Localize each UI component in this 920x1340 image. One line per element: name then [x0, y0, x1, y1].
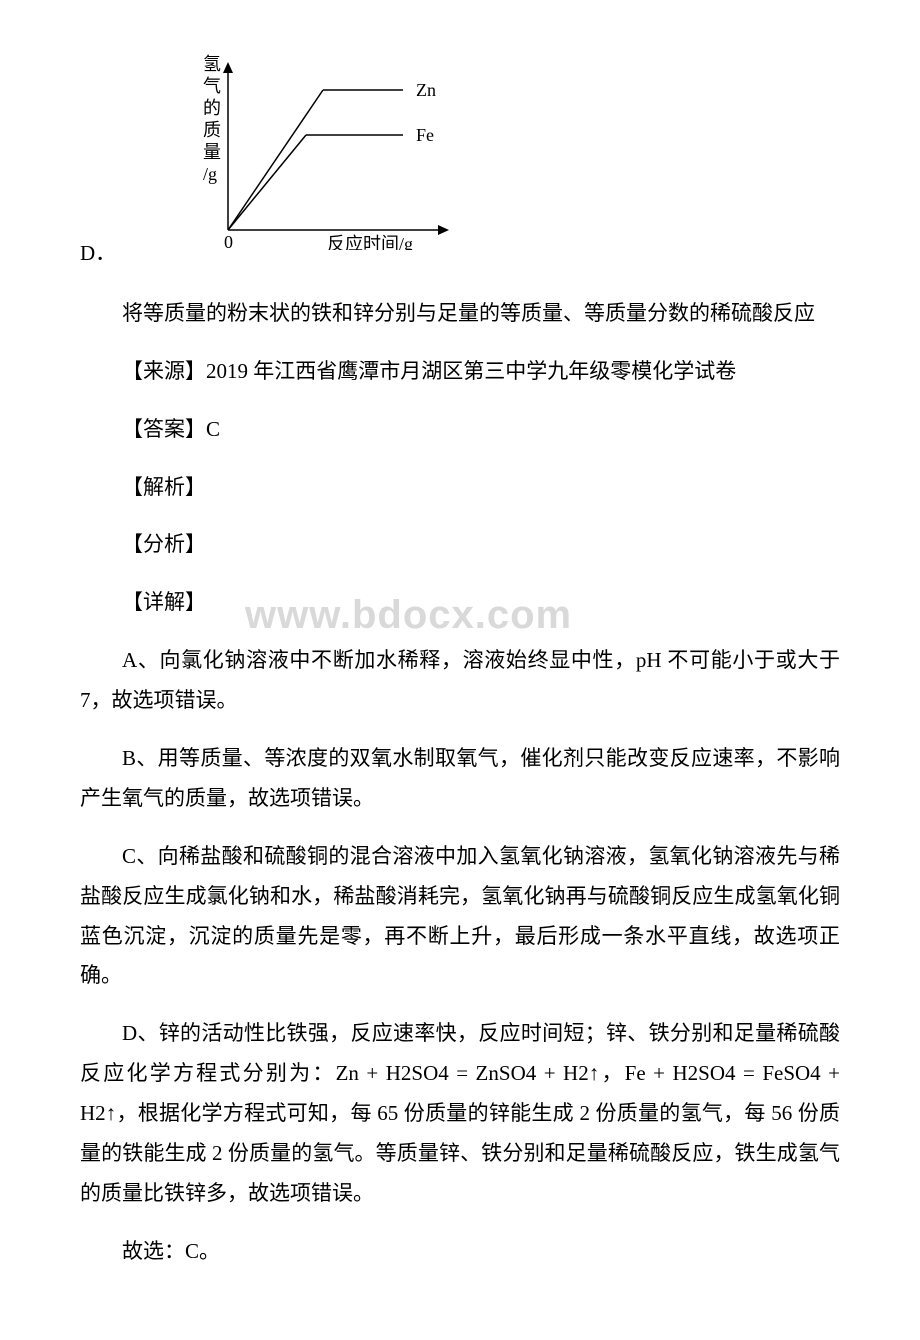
answer-text: 【答案】C [80, 410, 840, 450]
explanation-d: D、锌的活动性比铁强，反应速率快，反应时间短；锌、铁分别和足量稀硫酸反应化学方程… [80, 1014, 840, 1213]
fenxi-label: 【分析】 [80, 525, 840, 565]
conclusion: 故选：C。 [80, 1232, 840, 1272]
analysis-label: 【解析】 [80, 468, 840, 508]
svg-text:质: 质 [203, 120, 221, 140]
svg-text:Zn: Zn [416, 80, 436, 100]
option-d-row: D． 氢气的质量/g 0 反应时间/g Zn Fe [80, 50, 840, 274]
svg-text:/g: /g [203, 164, 217, 184]
svg-text:Fe: Fe [416, 125, 434, 145]
explanation-c: C、向稀盐酸和硫酸铜的混合溶液中加入氢氧化钠溶液，氢氧化钠溶液先与稀盐酸反应生成… [80, 837, 840, 997]
svg-text:气: 气 [203, 76, 221, 96]
explanation-b: B、用等质量、等浓度的双氧水制取氧气，催化剂只能改变反应速率，不影响产生氧气的质… [80, 739, 840, 819]
svg-text:量: 量 [203, 142, 221, 162]
svg-text:的: 的 [203, 98, 221, 118]
svg-text:氢: 氢 [203, 54, 221, 74]
option-d-text: 将等质量的粉末状的铁和锌分别与足量的等质量、等质量分数的稀硫酸反应 [80, 294, 840, 334]
source-text: 【来源】2019 年江西省鹰潭市月湖区第三中学九年级零模化学试卷 [80, 352, 840, 392]
option-d-label: D． [80, 234, 116, 274]
detail-label: 【详解】 [80, 583, 840, 623]
svg-text:0: 0 [224, 232, 233, 250]
svg-text:反应时间/g: 反应时间/g [327, 234, 413, 250]
hydrogen-chart: 氢气的质量/g 0 反应时间/g Zn Fe [186, 50, 476, 264]
